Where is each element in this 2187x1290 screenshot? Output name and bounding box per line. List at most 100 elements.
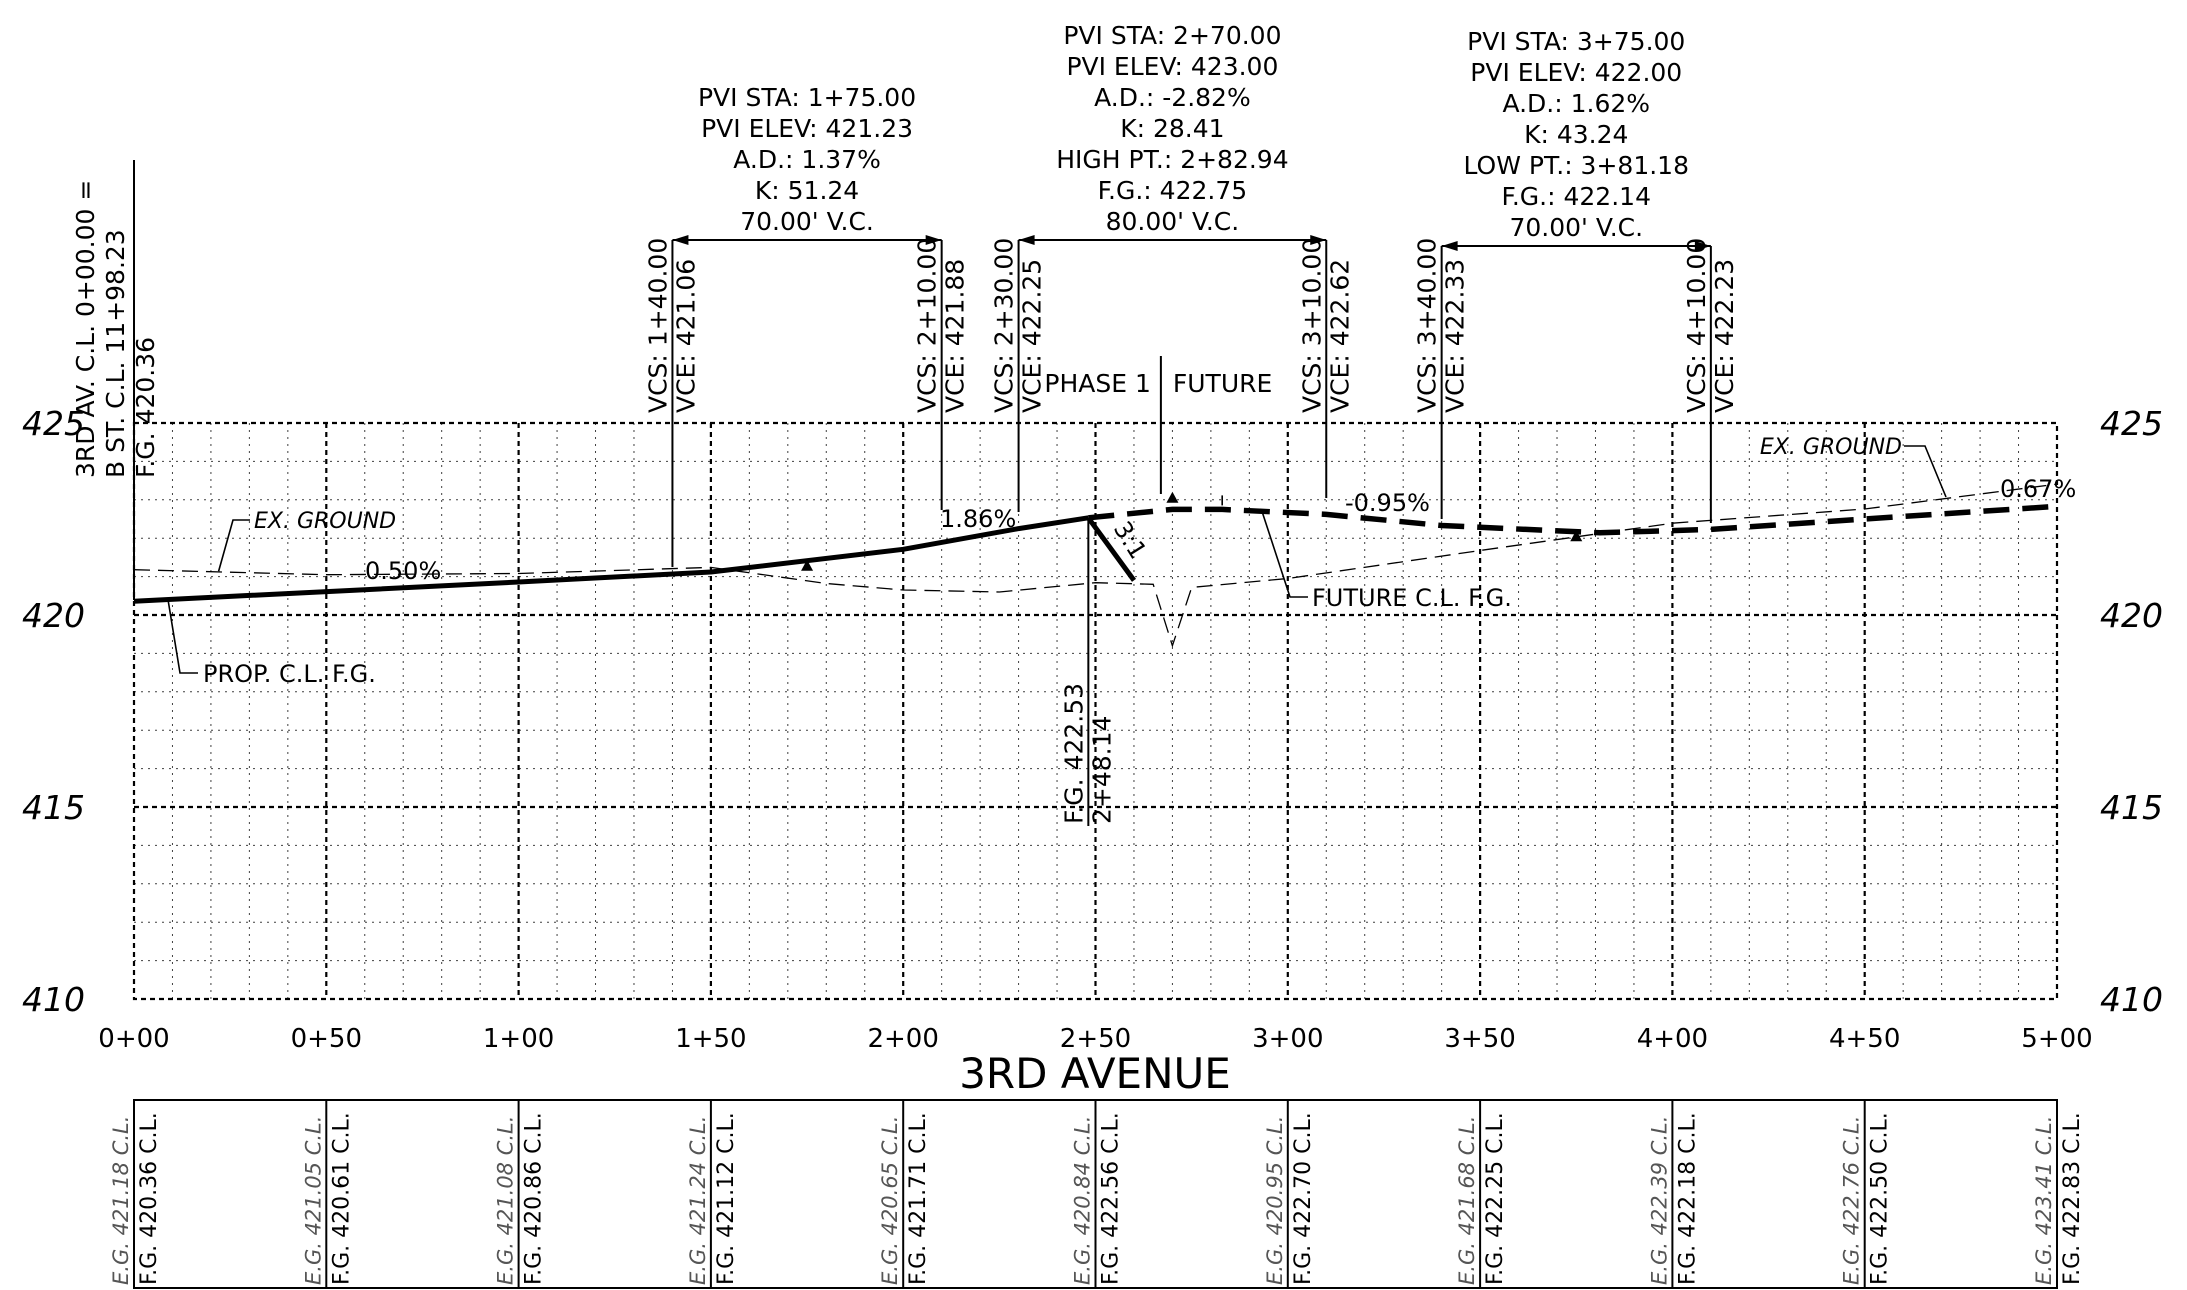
- y-tick-label-right: 420: [2100, 596, 2163, 635]
- table-fg-value: F.G. 420.36 C.L.: [137, 1112, 162, 1285]
- y-tick-label-right: 410: [2100, 980, 2163, 1019]
- y-tick-label-left: 415: [22, 788, 85, 827]
- x-tick-label: 1+00: [483, 1024, 554, 1054]
- vc-info-line: 80.00' V.C.: [1106, 207, 1240, 236]
- elevation-table: E.G. 421.18 C.L. F.G. 420.36 C.L. E.G. 421…: [109, 1099, 2085, 1289]
- pvi-marker: [801, 559, 814, 571]
- vcs-label: VCS: 2+30.00: [990, 238, 1019, 413]
- pvi-marker: [1570, 530, 1583, 542]
- vc-info-line: PVI ELEV: 423.00: [1066, 52, 1278, 81]
- exg-right-leader: [1904, 445, 1947, 498]
- exg-right-label: EX. GROUND: [1760, 435, 1902, 460]
- vc-info-line: 70.00' V.C.: [740, 207, 874, 236]
- profile-annotations: 3RD AV. C.L. 0+00.00 = B ST. C.L. 11+98.2…: [71, 160, 2076, 826]
- future-cl-label: FUTURE C.L. F.G.: [1312, 584, 1512, 612]
- vc-info-line: A.D.: -2.82%: [1094, 83, 1251, 112]
- vc-arrow-right: [1694, 241, 1711, 251]
- vc-info-line: K: 28.41: [1120, 114, 1224, 143]
- table-fg-value: F.G. 420.86 C.L.: [522, 1112, 547, 1285]
- future-cl-leader: [1261, 511, 1308, 598]
- vcs-label: VCS: 3+40.00: [1413, 238, 1442, 413]
- vc-info-line: HIGH PT.: 2+82.94: [1056, 145, 1288, 174]
- vc-info-line: K: 51.24: [755, 176, 859, 205]
- table-fg-value: F.G. 420.61 C.L.: [329, 1112, 354, 1285]
- y-tick-label-left: 410: [22, 980, 85, 1019]
- y-tick-label-left: 425: [22, 404, 85, 443]
- x-tick-label: 0+50: [291, 1024, 362, 1054]
- exg-left-leader: [217, 519, 250, 572]
- x-tick-label: 0+00: [98, 1024, 169, 1054]
- table-eg-value: E.G. 421.05 C.L.: [301, 1116, 325, 1285]
- vcs-label: VCS: 2+10.00: [913, 238, 942, 413]
- y-tick-label-right: 415: [2100, 788, 2163, 827]
- vc-arrow-right: [925, 235, 942, 245]
- table-fg-value: F.G. 422.70 C.L.: [1291, 1112, 1316, 1285]
- break-station-label: 2+48.14: [1087, 716, 1116, 824]
- vc-info-line: PVI STA: 1+75.00: [698, 83, 916, 112]
- vc-info-line: K: 43.24: [1524, 120, 1628, 149]
- phase1-label: PHASE 1: [1044, 369, 1151, 398]
- y-tick-label-left: 420: [22, 596, 85, 635]
- vce-label: VCE: 422.33: [1441, 259, 1470, 413]
- table-eg-value: E.G. 420.84 C.L.: [1071, 1116, 1095, 1285]
- table-eg-value: E.G. 421.24 C.L.: [686, 1116, 710, 1285]
- vc-arrow-left: [1018, 235, 1035, 245]
- exg-left-label: EX. GROUND: [254, 509, 396, 534]
- grid-border: [132, 421, 2059, 1001]
- pvi-marker: [1166, 491, 1179, 503]
- table-eg-value: E.G. 423.41 C.L.: [2032, 1116, 2056, 1285]
- vcs-label: VCS: 1+40.00: [643, 238, 672, 413]
- axis-labels: 410 410 415 415 420 420 425 425 0+00 0+50 1+00 1+50…: [22, 404, 2163, 1054]
- prop-cl-label: PROP. C.L. F.G.: [203, 660, 376, 688]
- x-tick-label: 5+00: [2021, 1024, 2092, 1054]
- profile-lines: [133, 483, 2058, 648]
- vce-label: VCE: 421.06: [671, 259, 700, 413]
- vce-label: VCE: 422.23: [1710, 259, 1739, 413]
- vce-label: VCE: 421.88: [941, 259, 970, 413]
- table-eg-value: E.G. 421.18 C.L.: [109, 1116, 133, 1285]
- future-profile-line: [1088, 503, 2058, 536]
- side-slope-line: [1086, 516, 1137, 582]
- x-tick-label: 1+50: [675, 1024, 746, 1054]
- table-eg-value: E.G. 422.39 C.L.: [1647, 1116, 1671, 1285]
- table-fg-value: F.G. 422.83 C.L.: [2060, 1112, 2085, 1285]
- vc-info-line: PVI ELEV: 421.23: [701, 114, 913, 143]
- vc-info-line: 70.00' V.C.: [1509, 213, 1643, 242]
- vc-info-line: F.G.: 422.14: [1502, 182, 1651, 211]
- vc-info-line: A.D.: 1.37%: [733, 145, 881, 174]
- vcs-label: VCS: 4+10.00: [1682, 238, 1711, 413]
- table-fg-value: F.G. 422.18 C.L.: [1675, 1112, 1700, 1285]
- table-fg-value: F.G. 421.12 C.L.: [714, 1112, 739, 1285]
- y-tick-label-right: 425: [2100, 404, 2163, 443]
- profile-title: 3RD AVENUE: [959, 1049, 1231, 1098]
- break-fg-label: F.G. 422.53: [1059, 683, 1088, 824]
- table-eg-value: E.G. 420.65 C.L.: [878, 1116, 902, 1285]
- vc-info-line: A.D.: 1.62%: [1502, 89, 1650, 118]
- table-fg-value: F.G. 422.25 C.L.: [1483, 1112, 1508, 1285]
- vc-info-line: LOW PT.: 3+81.18: [1463, 151, 1689, 180]
- grade-label: -0.95%: [1345, 489, 1430, 517]
- vcs-label: VCS: 3+10.00: [1297, 238, 1326, 413]
- x-tick-label: 3+50: [1444, 1024, 1515, 1054]
- vce-label: VCE: 422.25: [1018, 259, 1047, 413]
- existing-ground-line: [133, 483, 2058, 648]
- table-fg-value: F.G. 422.56 C.L.: [1099, 1112, 1124, 1285]
- vc-info-line: PVI STA: 2+70.00: [1063, 21, 1281, 50]
- x-tick-label: 2+50: [1060, 1024, 1131, 1054]
- x-tick-label: 2+00: [867, 1024, 938, 1054]
- table-eg-value: E.G. 421.08 C.L.: [494, 1116, 518, 1285]
- station-zero-label: 3RD AV. C.L. 0+00.00 =: [71, 180, 100, 478]
- profile-grid: [132, 421, 2059, 1001]
- vc-info-line: PVI ELEV: 422.00: [1470, 58, 1682, 87]
- station-zero-label: F.G. 420.36: [131, 337, 160, 478]
- grade-label: 0.50%: [365, 557, 441, 585]
- vc-arrow-left: [672, 235, 689, 245]
- grade-label: 1.86%: [940, 505, 1016, 533]
- table-fg-value: F.G. 422.50 C.L.: [1868, 1112, 1893, 1285]
- vc-info-line: PVI STA: 3+75.00: [1467, 27, 1685, 56]
- table-eg-value: E.G. 422.76 C.L.: [1840, 1116, 1864, 1285]
- x-tick-label: 4+50: [1829, 1024, 1900, 1054]
- x-tick-label: 4+00: [1637, 1024, 1708, 1054]
